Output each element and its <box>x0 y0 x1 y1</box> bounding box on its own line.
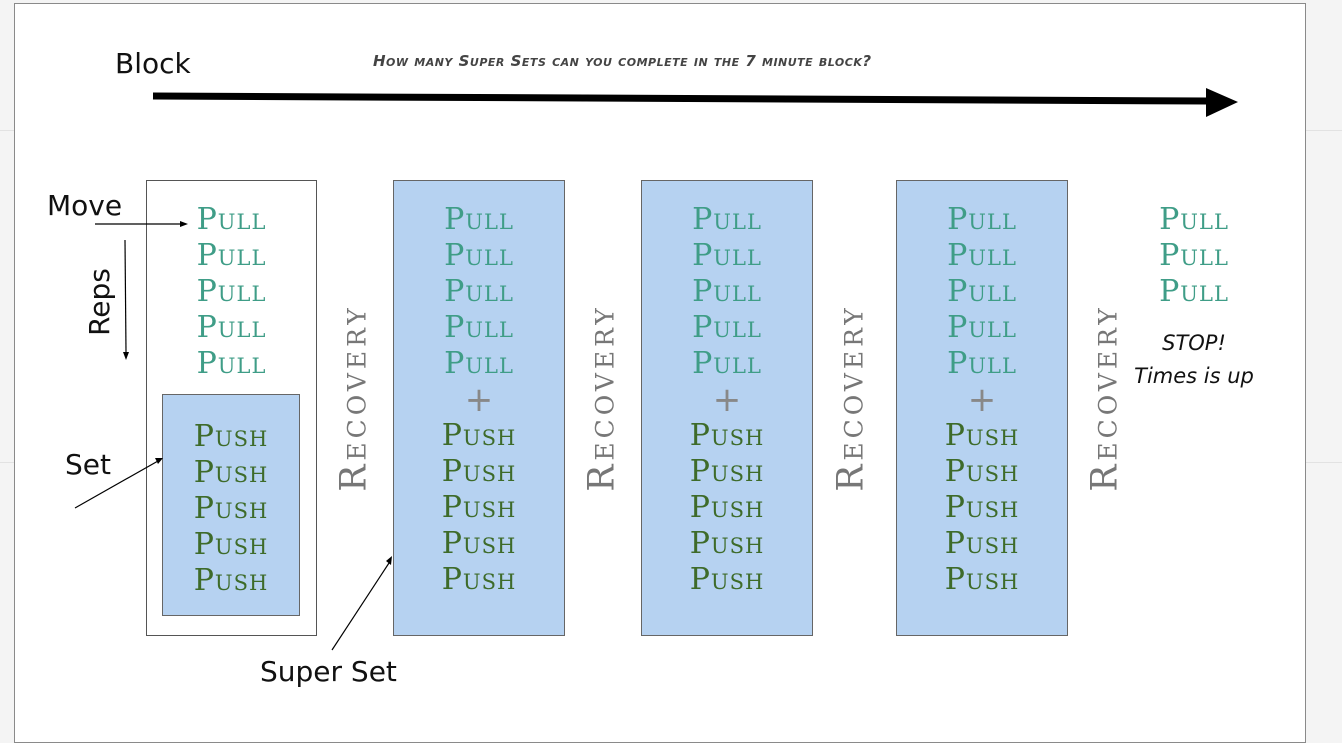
push-rep: Push <box>944 562 1020 597</box>
push-rep: Push <box>441 454 517 489</box>
push-rep: Push <box>441 490 517 525</box>
canvas-gridline <box>0 462 14 463</box>
super-set-arrow <box>331 556 392 651</box>
push-rep: Push <box>193 563 269 598</box>
canvas-gridline <box>1306 462 1342 463</box>
reps-arrow <box>123 239 129 360</box>
move-arrow <box>95 221 188 227</box>
push-rep: Push <box>944 490 1020 525</box>
push-rep: Push <box>441 562 517 597</box>
canvas-gridline <box>1306 130 1342 131</box>
pull-rep: Pull <box>444 310 514 345</box>
block-timeline-arrow <box>152 88 1238 117</box>
pull-rep: Pull <box>947 238 1017 273</box>
block-question: How many Super Sets can you complete in … <box>373 52 872 70</box>
plus-sign: + <box>464 380 494 420</box>
pull-rep: Pull <box>444 238 514 273</box>
canvas-gridline <box>0 130 14 131</box>
pull-rep: Pull <box>947 346 1017 381</box>
move-label: Move <box>47 189 123 222</box>
plus-sign: + <box>967 380 997 420</box>
block-label: Block <box>115 47 191 80</box>
plus-sign: + <box>712 380 742 420</box>
pull-rep: Pull <box>692 238 762 273</box>
pull-rep: Pull <box>692 346 762 381</box>
push-rep: Push <box>441 418 517 453</box>
set-arrow <box>74 458 163 509</box>
pull-rep: Pull <box>1159 238 1229 273</box>
pull-rep: Pull <box>692 274 762 309</box>
push-rep: Push <box>944 418 1020 453</box>
pull-rep: Pull <box>692 202 762 237</box>
pull-rep: Pull <box>196 346 267 381</box>
pull-rep: Pull <box>947 202 1017 237</box>
push-rep: Push <box>193 527 269 562</box>
super-set-3-moves: Pull Pull Pull Pull Pull + Push Push Pus… <box>896 202 1068 598</box>
stop-line-2: Times is up <box>1134 364 1254 388</box>
pull-rep: Pull <box>444 346 514 381</box>
stop-line-1: STOP! <box>1162 331 1226 355</box>
pull-rep: Pull <box>196 310 267 345</box>
push-rep: Push <box>193 491 269 526</box>
super-set-label: Super Set <box>260 655 397 688</box>
pull-rep: Pull <box>1159 202 1229 237</box>
partial-set-moves: Pull Pull Pull <box>1130 202 1258 310</box>
push-rep: Push <box>689 490 765 525</box>
pull-rep: Pull <box>196 202 267 237</box>
push-rep: Push <box>689 418 765 453</box>
pull-rep: Pull <box>1159 274 1229 309</box>
pull-reps: Pull Pull Pull Pull Pull <box>146 202 317 382</box>
pull-rep: Pull <box>444 274 514 309</box>
pull-rep: Pull <box>196 274 267 309</box>
push-rep: Push <box>689 526 765 561</box>
push-rep: Push <box>193 455 269 490</box>
super-set-box-3 <box>896 180 1068 636</box>
pull-rep: Pull <box>444 202 514 237</box>
push-rep: Push <box>441 526 517 561</box>
super-set-box-2 <box>641 180 813 636</box>
push-rep: Push <box>689 562 765 597</box>
pull-rep: Pull <box>196 238 267 273</box>
push-set-box <box>162 394 300 616</box>
pull-rep: Pull <box>947 310 1017 345</box>
push-rep: Push <box>193 419 269 454</box>
push-rep: Push <box>944 526 1020 561</box>
push-rep: Push <box>689 454 765 489</box>
super-set-1-moves: Pull Pull Pull Pull Pull + Push Push Pus… <box>393 202 565 598</box>
set-label: Set <box>65 448 111 481</box>
super-set-box-1 <box>393 180 565 636</box>
pull-rep: Pull <box>947 274 1017 309</box>
push-rep: Push <box>944 454 1020 489</box>
push-reps: Push Push Push Push Push <box>162 419 300 599</box>
pull-rep: Pull <box>692 310 762 345</box>
super-set-2-moves: Pull Pull Pull Pull Pull + Push Push Pus… <box>641 202 813 598</box>
